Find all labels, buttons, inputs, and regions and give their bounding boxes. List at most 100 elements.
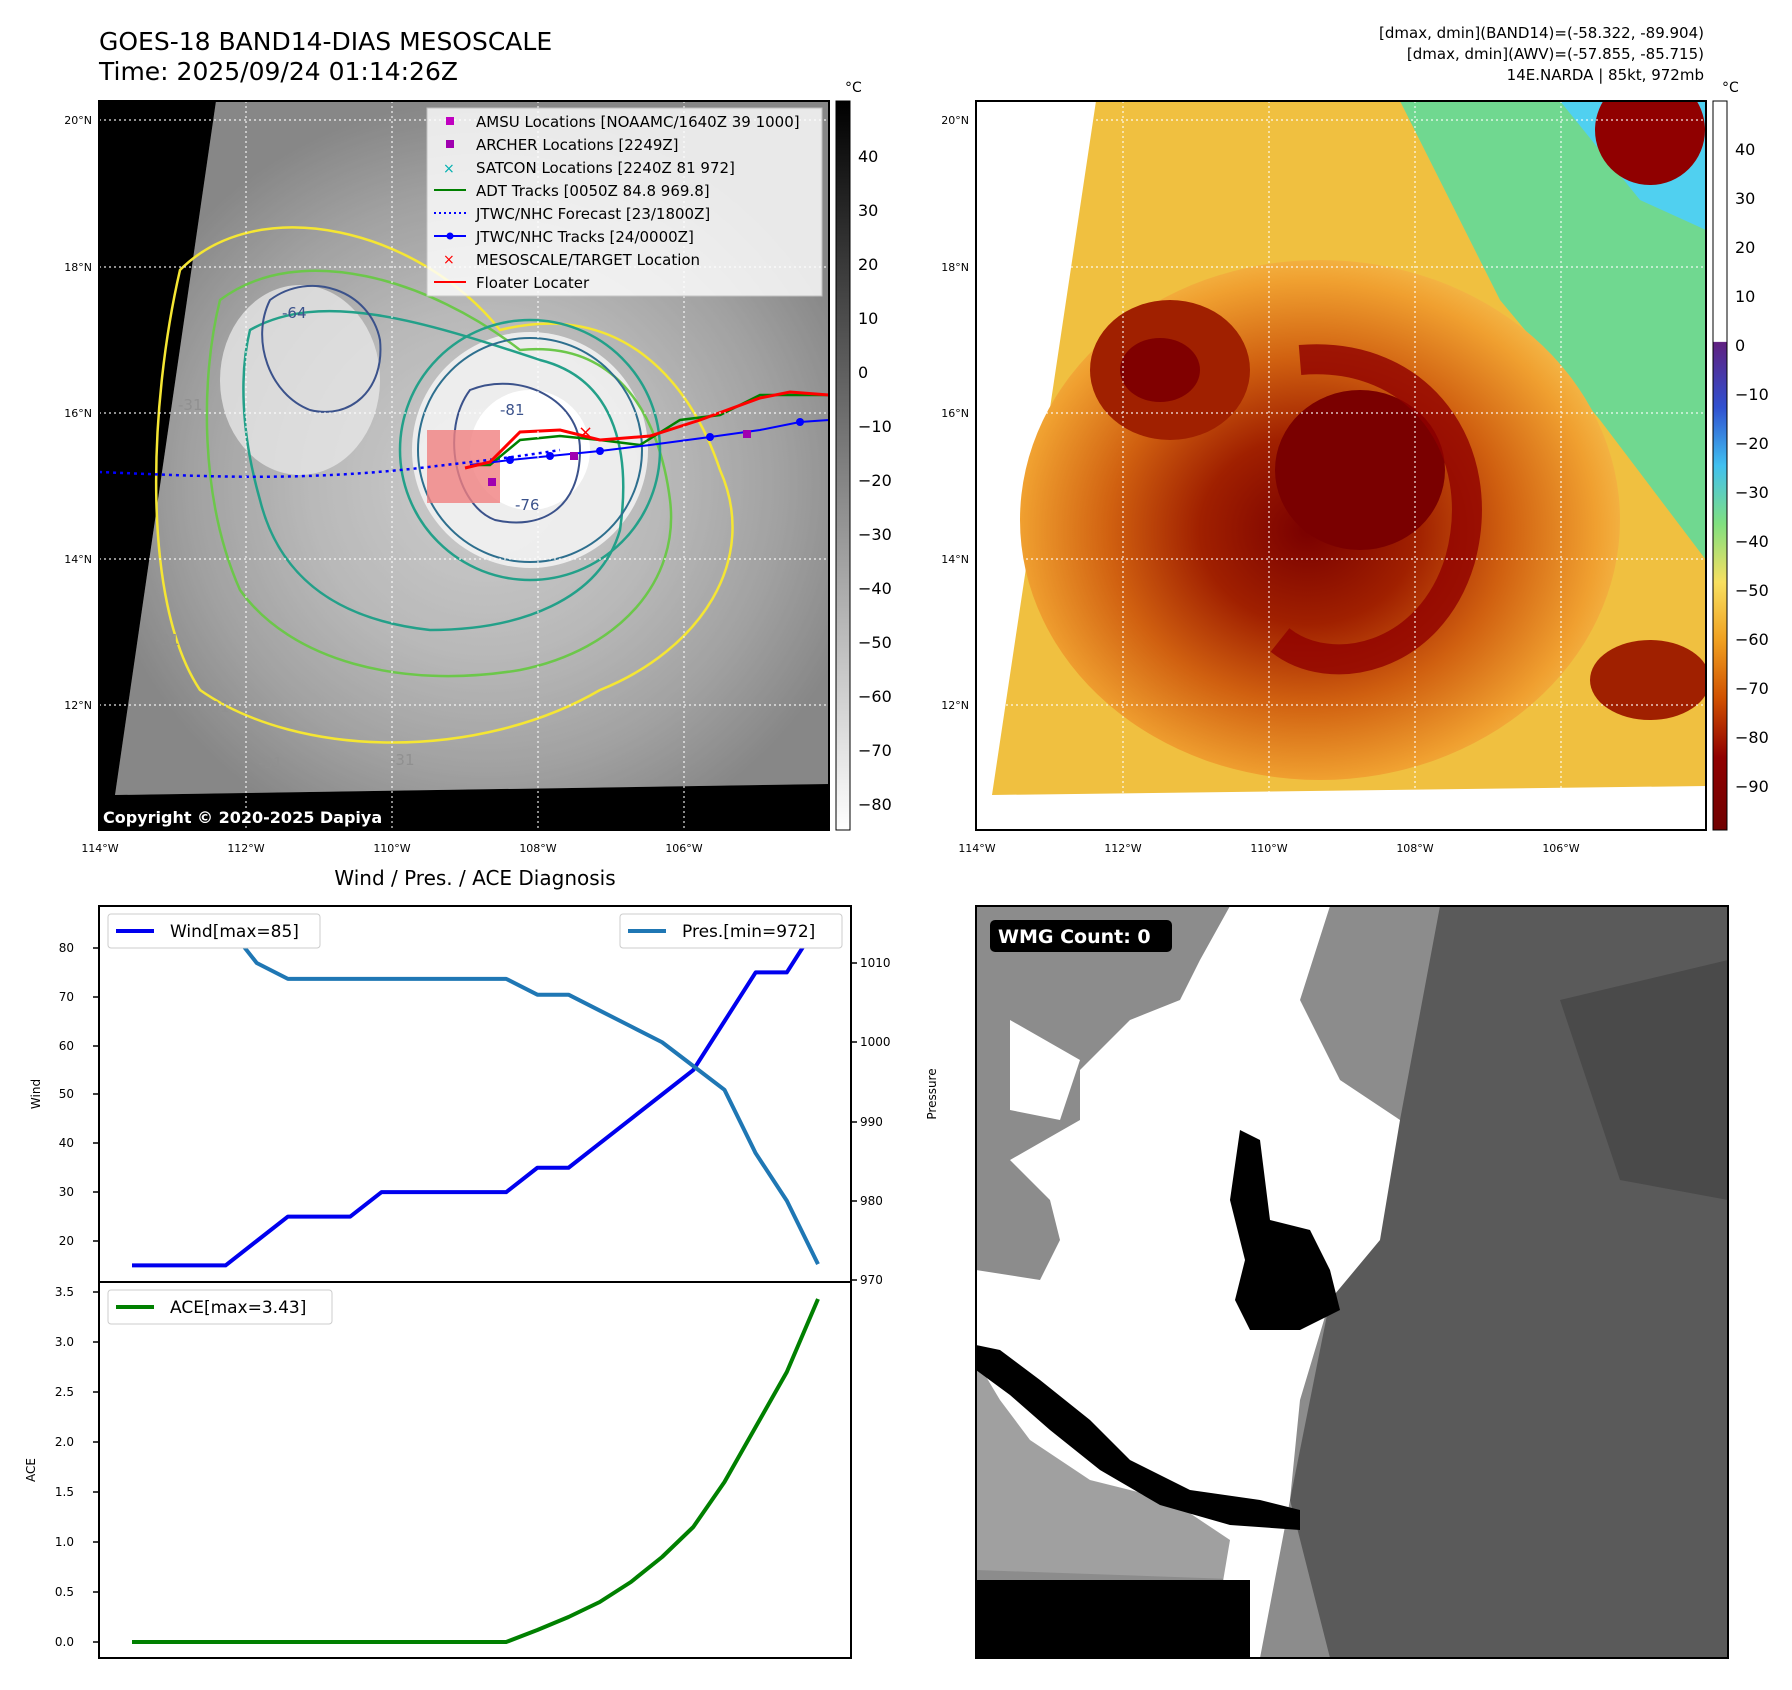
wind-tick: 60 (59, 1039, 74, 1053)
gray-tick: 40 (858, 147, 878, 166)
lon-label-108-right: 108°W (1396, 842, 1433, 855)
lon-label-106: 106°W (665, 842, 702, 855)
wind-ylabel: Wind (29, 1079, 43, 1109)
contour-label-2: -81 (500, 401, 525, 419)
diagnosis-panel: Wind / Pres. / ACE Diagnosis 80 70 60 50… (24, 866, 939, 1659)
ace-axes (98, 1281, 852, 1659)
ace-tick: 2.0 (55, 1435, 74, 1449)
pres-tick: 980 (860, 1194, 883, 1208)
color-tick: 10 (1735, 287, 1755, 306)
legend-jtwc-tracks: JTWC/NHC Tracks [24/0000Z] (475, 228, 694, 246)
gray-tick: −50 (858, 633, 892, 652)
diag-title: Wind / Pres. / ACE Diagnosis (334, 866, 615, 890)
pres-legend-label: Pres.[min=972] (682, 922, 815, 942)
color-tick: 30 (1735, 189, 1755, 208)
color-tick: 0 (1735, 336, 1745, 355)
ace-tick: 2.5 (55, 1385, 74, 1399)
color-tick: −20 (1735, 434, 1769, 453)
wind-legend: Wind[max=85] (107, 913, 321, 949)
contour-label-6: -31 (205, 698, 230, 716)
lat-label-14-right: 14°N (941, 553, 969, 566)
legend-archer: ARCHER Locations [2249Z] (476, 136, 679, 154)
contour-label-5: -31 (155, 631, 180, 649)
target-marker: × (578, 422, 593, 443)
color-tick: −70 (1735, 679, 1769, 698)
lon-label-114: 114°W (81, 842, 118, 855)
ace-tick: 3.5 (55, 1285, 74, 1299)
contour-label-1: -64 (282, 304, 307, 322)
grayscale-map-panel: -64 -81 -76 -31 -31 -31 -31 -31 × (64, 80, 892, 855)
wmg-panel: WMG Count: 0 (975, 905, 1729, 1659)
wmg-count-badge: WMG Count: 0 (990, 920, 1172, 952)
wind-pres-plot (132, 921, 820, 1268)
wind-tick: 80 (59, 941, 74, 955)
color-colorbar-unit: °C (1722, 80, 1739, 96)
color-tick: −10 (1735, 385, 1769, 404)
pres-tick: 970 (860, 1273, 883, 1287)
legend-floater: Floater Locater (476, 274, 590, 292)
contour-label-3: -76 (515, 496, 540, 514)
wind-pres-axes (98, 905, 852, 1283)
contour-label-8: -31 (390, 751, 415, 769)
figure-title-line1: GOES-18 BAND14-DIAS MESOSCALE (99, 27, 552, 56)
gray-tick: −80 (858, 795, 892, 814)
stats-line1: [dmax, dmin](BAND14)=(-58.322, -89.904) (1379, 24, 1704, 42)
legend-target: MESOSCALE/TARGET Location (476, 251, 700, 269)
ace-legend: ACE[max=3.43] (107, 1289, 333, 1325)
wmg-black-core (1230, 1130, 1340, 1330)
svg-text:×: × (443, 252, 455, 268)
lon-label-108: 108°W (519, 842, 556, 855)
wind-legend-label: Wind[max=85] (170, 922, 299, 942)
contour-label-4: -31 (178, 396, 203, 414)
lat-label-18-right: 18°N (941, 261, 969, 274)
lat-label-18: 18°N (64, 261, 92, 274)
color-map-panel: 20°N 18°N 16°N 14°N 12°N 114°W 112°W 110… (941, 80, 1769, 855)
lon-label-110-right: 110°W (1250, 842, 1287, 855)
color-tick: 20 (1735, 238, 1755, 257)
pres-tick: 990 (860, 1115, 883, 1129)
gray-tick: −70 (858, 741, 892, 760)
gray-tick: −40 (858, 579, 892, 598)
ace-series-line (132, 1298, 820, 1644)
contour-label-7: -31 (258, 754, 283, 772)
lat-label-16-right: 16°N (941, 407, 969, 420)
forecast-track (99, 448, 561, 478)
wmg-white-band (976, 906, 1400, 1658)
ace-ylabel: ACE (24, 1458, 38, 1482)
lon-label-110: 110°W (373, 842, 410, 855)
floater-track (464, 390, 829, 470)
pressure-series-line (132, 921, 820, 1266)
ace-tick: 3.0 (55, 1335, 74, 1349)
wind-tick: 40 (59, 1136, 74, 1150)
lat-label-12-right: 12°N (941, 699, 969, 712)
gray-tick: −10 (858, 417, 892, 436)
gray-tick: −20 (858, 471, 892, 490)
gray-tick: 20 (858, 255, 878, 274)
color-tick: −40 (1735, 532, 1769, 551)
legend-adt: ADT Tracks [0050Z 84.8 969.8] (476, 182, 710, 200)
legend-satcon: SATCON Locations [2240Z 81 972] (476, 159, 735, 177)
ace-tick: 1.0 (55, 1535, 74, 1549)
wind-tick: 50 (59, 1087, 74, 1101)
map-legend: AMSU Locations [NOAAMC/1640Z 39 1000] AR… (426, 107, 823, 297)
pres-legend: Pres.[min=972] (619, 913, 843, 949)
color-tick: −90 (1735, 777, 1769, 796)
ace-tick: 0.0 (55, 1635, 74, 1649)
pres-tick: 1010 (860, 956, 891, 970)
color-colorbar: °C 40 30 20 10 0 −10 −20 −30 −40 −50 −60… (1712, 80, 1769, 831)
gray-tick: 0 (858, 363, 868, 382)
copyright-text: Copyright © 2020-2025 Dapiya (103, 808, 382, 827)
color-tick: −50 (1735, 581, 1769, 600)
lon-label-112-right: 112°W (1104, 842, 1141, 855)
legend-forecast: JTWC/NHC Forecast [23/1800Z] (475, 205, 710, 223)
lat-label-14: 14°N (64, 553, 92, 566)
svg-text:×: × (443, 161, 455, 177)
pres-tick: 1000 (860, 1035, 891, 1049)
lat-label-20: 20°N (64, 114, 92, 127)
gray-tick: −30 (858, 525, 892, 544)
ace-plot (132, 1298, 820, 1644)
color-tick: −30 (1735, 483, 1769, 502)
lon-label-114-right: 114°W (958, 842, 995, 855)
wind-tick: 20 (59, 1234, 74, 1248)
